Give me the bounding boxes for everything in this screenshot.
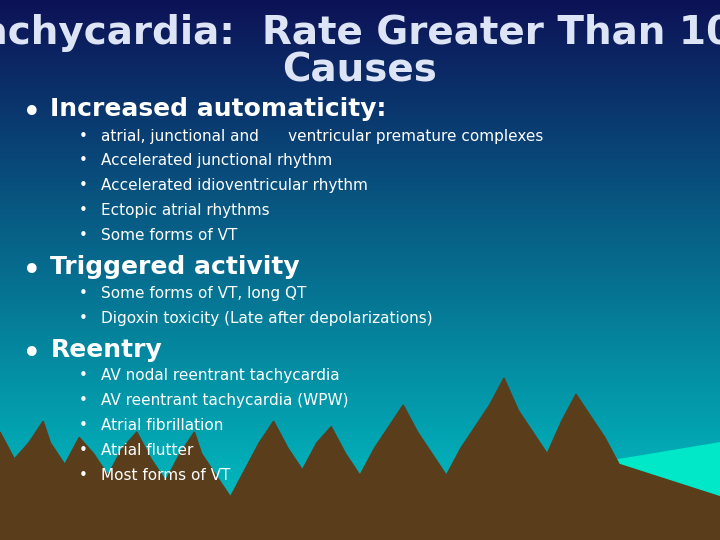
Text: Reentry: Reentry bbox=[50, 338, 162, 362]
Text: •: • bbox=[79, 368, 88, 383]
Text: •: • bbox=[79, 178, 88, 193]
Text: •: • bbox=[79, 468, 88, 483]
Text: Most forms of VT: Most forms of VT bbox=[101, 468, 230, 483]
Text: •: • bbox=[79, 129, 88, 144]
Text: Tachycardia:  Rate Greater Than 100: Tachycardia: Rate Greater Than 100 bbox=[0, 14, 720, 51]
Text: Atrial flutter: Atrial flutter bbox=[101, 443, 193, 458]
Text: Accelerated idioventricular rhythm: Accelerated idioventricular rhythm bbox=[101, 178, 368, 193]
Text: •: • bbox=[79, 393, 88, 408]
Text: Triggered activity: Triggered activity bbox=[50, 255, 300, 279]
Text: •: • bbox=[22, 255, 41, 288]
Text: Some forms of VT, long QT: Some forms of VT, long QT bbox=[101, 286, 306, 301]
Text: Accelerated junctional rhythm: Accelerated junctional rhythm bbox=[101, 153, 332, 168]
Text: Ectopic atrial rhythms: Ectopic atrial rhythms bbox=[101, 203, 269, 218]
Text: •: • bbox=[79, 443, 88, 458]
Text: Increased automaticity:: Increased automaticity: bbox=[50, 97, 387, 121]
Text: Causes: Causes bbox=[282, 51, 438, 89]
Text: AV nodal reentrant tachycardia: AV nodal reentrant tachycardia bbox=[101, 368, 339, 383]
Polygon shape bbox=[0, 378, 720, 540]
Text: AV reentrant tachycardia (WPW): AV reentrant tachycardia (WPW) bbox=[101, 393, 348, 408]
Text: •: • bbox=[79, 286, 88, 301]
Polygon shape bbox=[518, 443, 720, 540]
Text: •: • bbox=[79, 310, 88, 326]
Text: Atrial fibrillation: Atrial fibrillation bbox=[101, 418, 223, 433]
Text: atrial, junctional and      ventricular premature complexes: atrial, junctional and ventricular prema… bbox=[101, 129, 543, 144]
Text: •: • bbox=[22, 338, 41, 371]
Text: Digoxin toxicity (Late after depolarizations): Digoxin toxicity (Late after depolarizat… bbox=[101, 310, 433, 326]
Text: •: • bbox=[22, 97, 41, 130]
Text: Some forms of VT: Some forms of VT bbox=[101, 228, 237, 243]
Text: •: • bbox=[79, 153, 88, 168]
Text: •: • bbox=[79, 418, 88, 433]
Text: •: • bbox=[79, 203, 88, 218]
Text: •: • bbox=[79, 228, 88, 243]
